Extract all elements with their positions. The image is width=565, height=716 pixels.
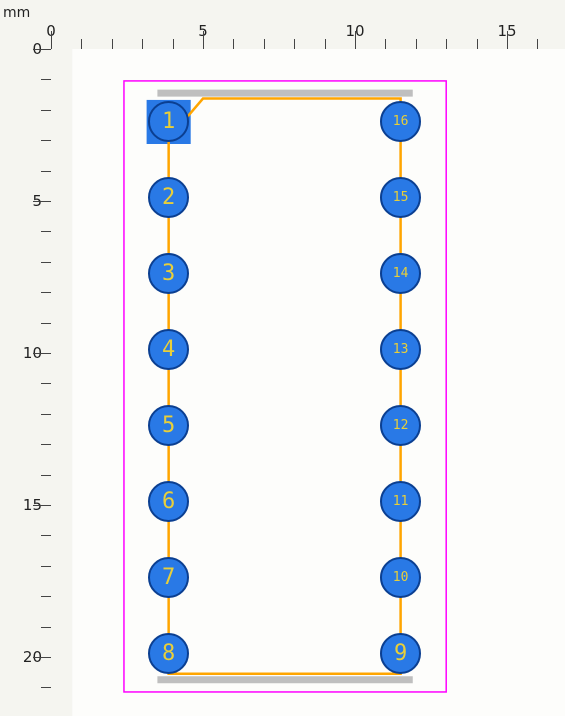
pad-label: 4 [162, 339, 175, 361]
pad-label: 2 [162, 187, 175, 209]
pad-label: 10 [393, 571, 409, 584]
pad-label: 15 [393, 191, 409, 204]
pad-label: 1 [162, 111, 175, 133]
pad-label: 5 [162, 415, 175, 437]
pad-label: 8 [162, 643, 175, 665]
pad-label: 13 [393, 343, 409, 356]
pad-label: 14 [393, 267, 409, 280]
pad-label: 11 [393, 495, 409, 508]
pad-label: 3 [162, 263, 175, 285]
pad-label: 7 [162, 567, 175, 589]
pad-label: 12 [393, 419, 409, 432]
footprint-drawing [0, 0, 565, 716]
pad-label: 6 [162, 491, 175, 513]
pad-label: 16 [393, 115, 409, 128]
pad-label: 9 [394, 643, 407, 665]
footprint-viewer: mm 051015 05101520 123456789101112131415… [0, 0, 565, 716]
